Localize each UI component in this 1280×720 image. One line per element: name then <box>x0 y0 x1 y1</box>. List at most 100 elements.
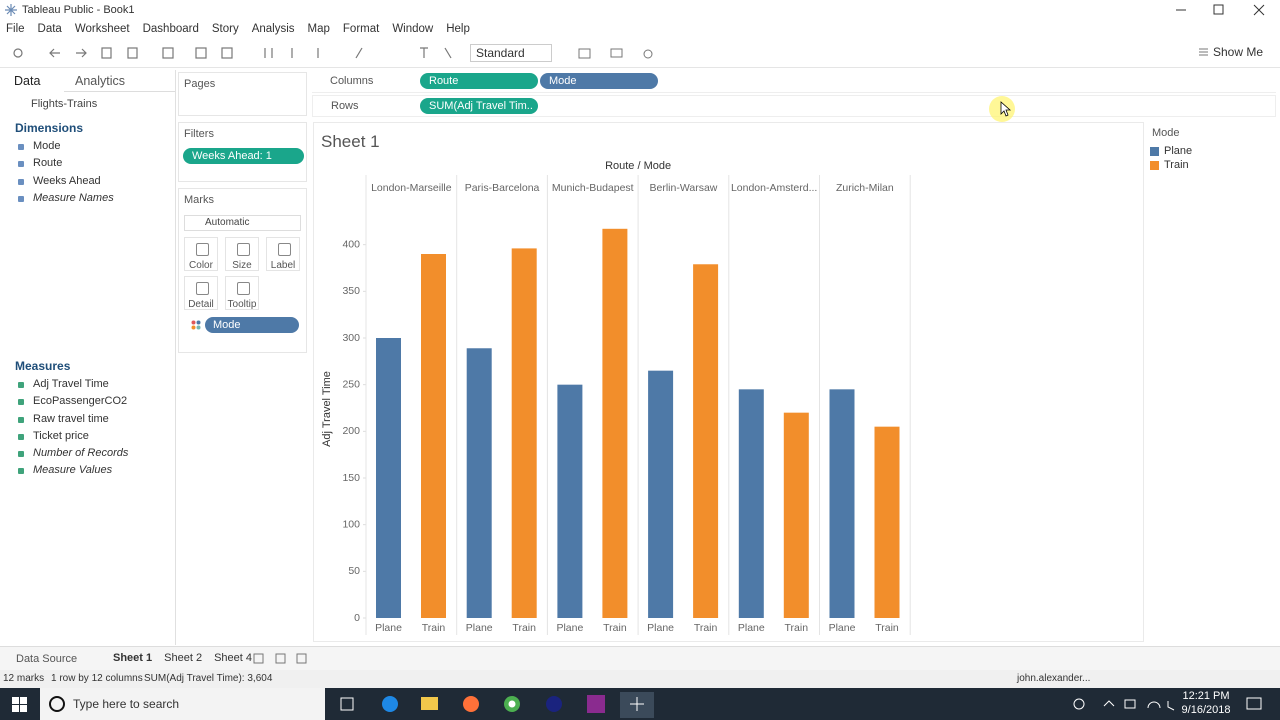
bar <box>648 370 674 618</box>
row-pills: SUM(Adj Travel Tim.. <box>420 98 538 114</box>
legend-item[interactable]: Plane <box>1150 144 1275 158</box>
taskbar-apps[interactable] <box>335 692 655 718</box>
data-source-name[interactable]: Flights-Trains <box>31 98 98 110</box>
dimension-field[interactable]: Route <box>0 155 175 172</box>
legend-item[interactable]: Train <box>1150 158 1275 172</box>
sheet-title: Sheet 1 <box>321 132 380 151</box>
analytics-tab[interactable]: Analytics <box>75 74 126 88</box>
mark-button[interactable]: Color <box>184 237 218 271</box>
window-controls[interactable] <box>1170 3 1270 17</box>
bar <box>738 389 764 618</box>
measures-list: Adj Travel Time EcoPassengerCO2 Raw travel… <box>0 376 175 480</box>
sheet-tab[interactable]: Sheet 2 <box>164 652 203 664</box>
taskbar: Type here to search 12:21 PM 9/16/2018 <box>0 688 1280 720</box>
measure-field[interactable]: EcoPassengerCO2 <box>0 393 175 410</box>
show-me-button[interactable]: Show Me <box>1198 45 1263 59</box>
toolbar-icons[interactable] <box>0 40 460 67</box>
column-pill[interactable]: Mode <box>540 73 658 89</box>
measure-field[interactable]: Adj Travel Time <box>0 376 175 393</box>
bar <box>874 426 900 618</box>
filters-card: Filters Weeks Ahead: 1 <box>178 122 307 182</box>
toolbar-icons-2[interactable] <box>575 45 665 63</box>
bar <box>511 248 537 618</box>
y-tick-label: 250 <box>342 378 360 390</box>
x-tick-label: Train <box>694 622 718 634</box>
x-tick-label: Plane <box>738 622 765 634</box>
dimensions-title: Dimensions <box>15 121 84 135</box>
y-tick-label: 100 <box>342 518 360 530</box>
show-me-label: Show Me <box>1213 45 1264 59</box>
dimension-field[interactable]: Measure Names <box>0 190 175 207</box>
marks-title: Marks <box>184 194 214 206</box>
row-pill[interactable]: SUM(Adj Travel Tim.. <box>420 98 538 114</box>
x-tick-label: Plane <box>829 622 856 634</box>
mark-button[interactable]: Size <box>225 237 259 271</box>
columns-shelf: Columns Route Mode <box>312 70 1276 93</box>
status-user[interactable]: john.alexander... <box>1017 673 1091 684</box>
start-button[interactable] <box>12 697 28 713</box>
measure-field[interactable]: Ticket price <box>0 428 175 445</box>
y-tick-label: 200 <box>342 425 360 437</box>
notification-icon[interactable] <box>1245 696 1263 712</box>
data-source-tab[interactable]: Data Source <box>16 653 78 665</box>
x-tick-label: Train <box>422 622 446 634</box>
mark-button[interactable]: Detail <box>184 276 218 310</box>
y-tick-label: 50 <box>348 565 360 577</box>
mark-pill[interactable]: Mode <box>205 317 299 333</box>
status-sum: SUM(Adj Travel Time): 3,604 <box>144 673 273 684</box>
legend-title: Mode <box>1152 127 1180 139</box>
x-tick-label: Plane <box>375 622 402 634</box>
app-icon <box>5 3 17 16</box>
fit-dropdown[interactable]: Standard <box>470 44 552 62</box>
menu-item[interactable]: Map <box>307 22 330 35</box>
bar <box>693 264 719 618</box>
y-tick-label: 300 <box>342 332 360 344</box>
measure-field[interactable]: Number of Records <box>0 445 175 462</box>
measure-field[interactable]: Measure Values <box>0 462 175 479</box>
menu-item[interactable]: File <box>6 22 25 35</box>
bar <box>783 412 809 618</box>
column-pills: Route Mode <box>420 73 658 89</box>
x-tick-label: Plane <box>647 622 674 634</box>
measures-title: Measures <box>15 359 71 373</box>
clock[interactable]: 12:21 PM 9/16/2018 <box>1180 690 1232 716</box>
menu-item[interactable]: Analysis <box>251 22 295 35</box>
mark-type-dropdown[interactable]: Automatic <box>184 215 301 231</box>
show-me-icon <box>1199 48 1208 55</box>
menu-item[interactable]: Format <box>342 22 380 35</box>
legend-swatch <box>1150 146 1159 156</box>
status-marks: 12 marks <box>3 673 45 684</box>
filter-pill[interactable]: Weeks Ahead: 1 <box>183 148 304 164</box>
column-header: London-Marseille <box>371 182 452 194</box>
y-tick-label: 150 <box>342 472 360 484</box>
menu-item[interactable]: Help <box>446 22 470 35</box>
legend: Mode Plane Train <box>1147 122 1275 176</box>
dimension-field[interactable]: Mode <box>0 138 175 155</box>
legend-label: Plane <box>1164 145 1193 157</box>
new-sheet-buttons[interactable] <box>252 652 312 665</box>
dimension-field[interactable]: Weeks Ahead <box>0 173 175 190</box>
menu-item[interactable]: Story <box>211 22 239 35</box>
search-placeholder: Type here to search <box>73 697 180 711</box>
menu-item[interactable]: Worksheet <box>74 22 130 35</box>
data-tab[interactable]: Data <box>14 74 41 88</box>
data-pane: Data Analytics Flights-Trains Dimensions… <box>0 70 176 645</box>
x-tick-label: Train <box>785 622 809 634</box>
menu-item[interactable]: Window <box>392 22 434 35</box>
sheet-tab[interactable]: Sheet 4 <box>214 652 252 664</box>
search-box[interactable]: Type here to search <box>40 688 325 720</box>
menu-item[interactable]: Dashboard <box>142 22 199 35</box>
mark-button[interactable]: Tooltip <box>225 276 259 310</box>
tab-divider <box>64 91 175 92</box>
search-icon <box>49 696 65 712</box>
bar <box>421 254 446 618</box>
measure-field[interactable]: Raw travel time <box>0 411 175 428</box>
window-title: Tableau Public - Book1 <box>22 3 135 16</box>
column-pill[interactable]: Route <box>420 73 538 89</box>
bar <box>376 338 401 618</box>
mark-button[interactable]: Label <box>266 237 300 271</box>
menu-item[interactable]: Data <box>37 22 62 35</box>
sheet-tab[interactable]: Sheet 1 <box>113 652 153 664</box>
tray-icons[interactable] <box>1070 696 1180 712</box>
y-axis-label: Adj Travel Time <box>321 371 333 447</box>
